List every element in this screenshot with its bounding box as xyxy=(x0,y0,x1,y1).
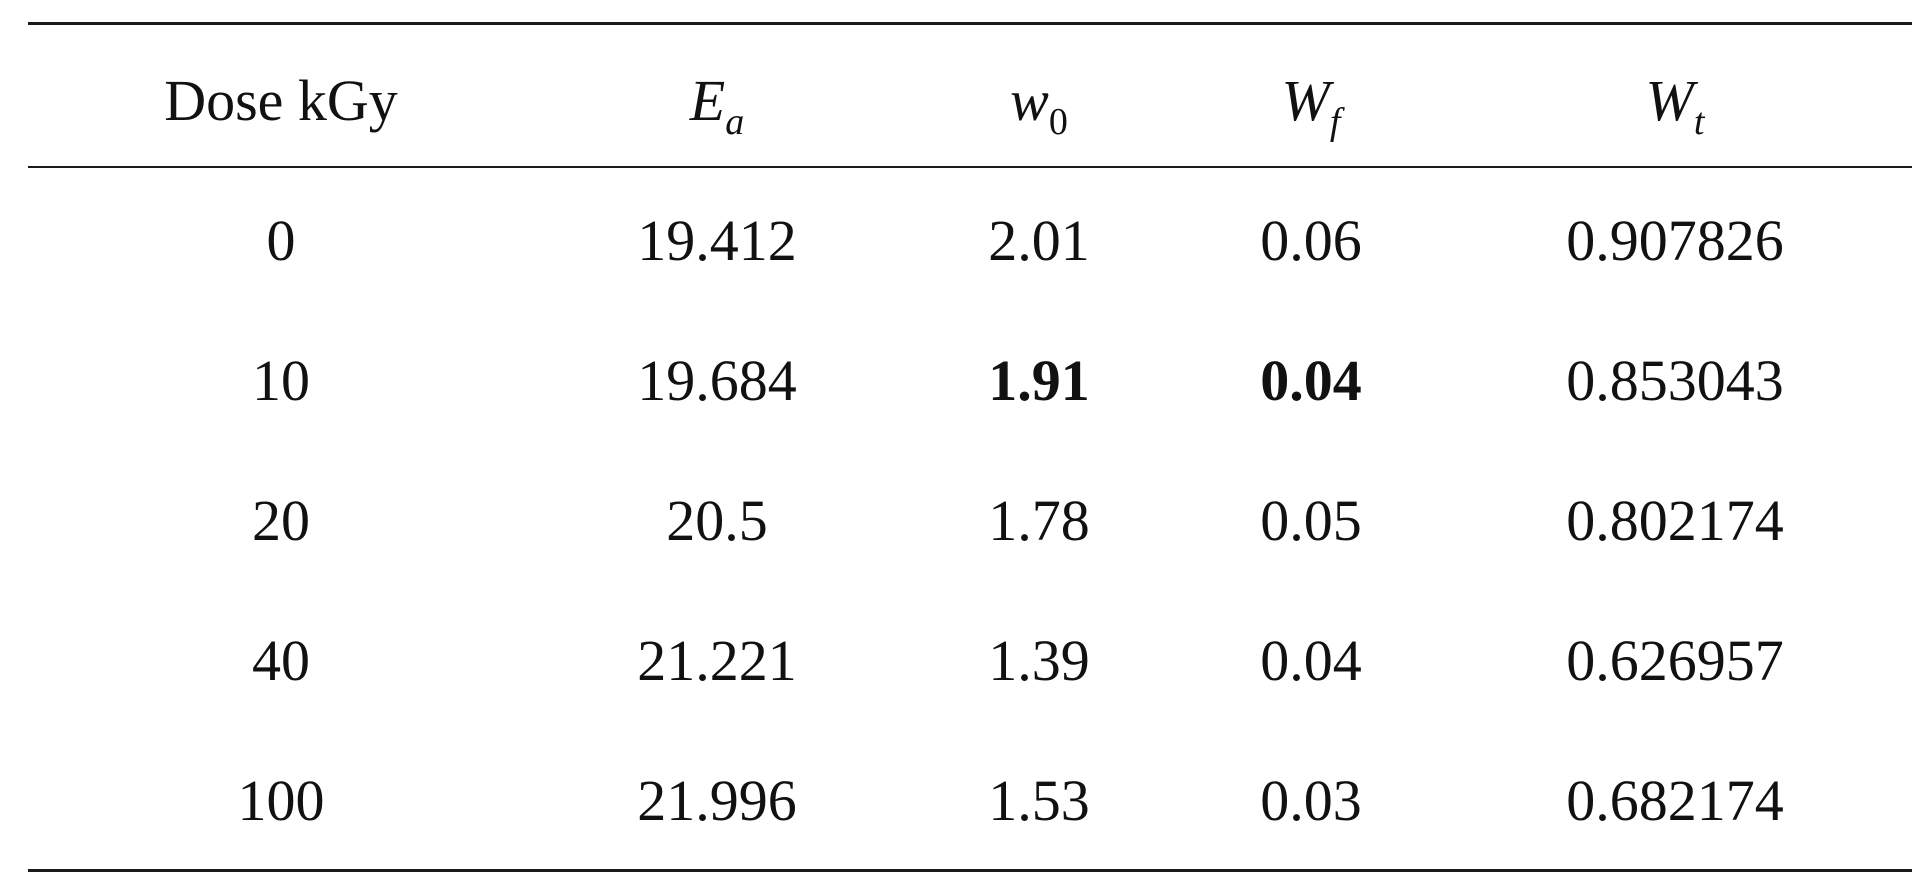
table-cell: 1.53 xyxy=(988,768,1090,833)
header-ea: Ea xyxy=(537,72,897,142)
table-top-rule xyxy=(28,22,1912,25)
header-ea-subscript: a xyxy=(725,101,745,143)
table-cell: 0.04 xyxy=(1260,628,1362,693)
table-cell: 0 xyxy=(266,208,296,273)
table-cell: 100 xyxy=(237,768,325,833)
header-wf: Wf xyxy=(1131,72,1491,142)
table-cell: 21.221 xyxy=(637,628,797,693)
table-cell: 0.682174 xyxy=(1566,768,1784,833)
table-cell: 10 xyxy=(252,348,310,413)
header-dose: Dose kGy xyxy=(101,72,461,130)
table-cell: 19.412 xyxy=(637,208,797,273)
header-rule xyxy=(28,166,1912,168)
header-w0-symbol: w xyxy=(1010,68,1049,133)
table-cell: 1.39 xyxy=(988,628,1090,693)
table-cell: 40 xyxy=(252,628,310,693)
table-cell: 0.626957 xyxy=(1566,628,1784,693)
table-cell: 20 xyxy=(252,488,310,553)
table-cell-highlighted: 1.91 xyxy=(988,348,1090,413)
header-wt: Wt xyxy=(1495,72,1855,142)
header-w0: w0 xyxy=(859,72,1219,142)
header-w0-subscript: 0 xyxy=(1048,101,1068,143)
table-cell: 2.01 xyxy=(988,208,1090,273)
header-ea-symbol: E xyxy=(689,68,726,133)
header-wf-symbol: W xyxy=(1281,68,1330,133)
table-cell: 0.853043 xyxy=(1566,348,1784,413)
table-cell: 20.5 xyxy=(666,488,768,553)
table-cell: 0.06 xyxy=(1260,208,1362,273)
table-cell: 0.05 xyxy=(1260,488,1362,553)
table-cell: 21.996 xyxy=(637,768,797,833)
table-cell: 1.78 xyxy=(988,488,1090,553)
header-wt-symbol: W xyxy=(1645,68,1694,133)
header-wf-subscript: f xyxy=(1329,101,1341,143)
table-cell-highlighted: 0.04 xyxy=(1260,348,1362,413)
table-bottom-rule xyxy=(28,869,1912,872)
table-cell: 19.684 xyxy=(637,348,797,413)
table-cell: 0.802174 xyxy=(1566,488,1784,553)
table-cell: 0.907826 xyxy=(1566,208,1784,273)
table-cell: 0.03 xyxy=(1260,768,1362,833)
header-dose-label: Dose kGy xyxy=(164,68,398,133)
header-wt-subscript: t xyxy=(1693,101,1705,143)
